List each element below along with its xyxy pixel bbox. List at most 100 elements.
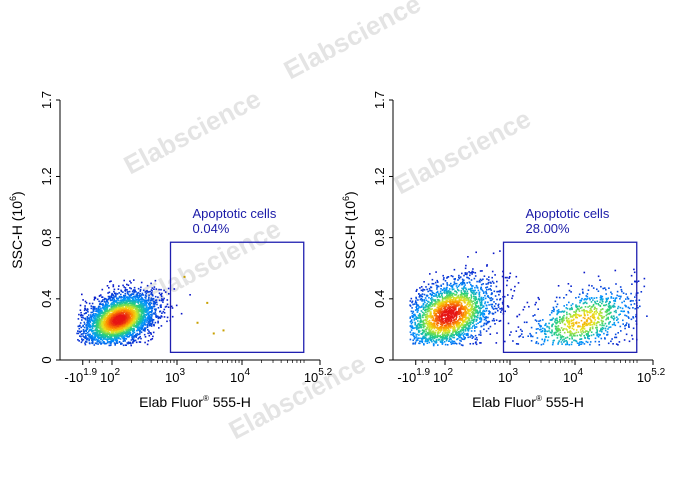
event-dot [450, 298, 452, 300]
event-dot [465, 288, 468, 291]
event-dot [485, 316, 488, 319]
event-dot [116, 337, 118, 340]
event-dot [89, 321, 92, 323]
event-dot [132, 327, 134, 330]
event-dot [82, 299, 84, 301]
event-dot [129, 300, 132, 303]
event-dot [113, 321, 115, 324]
event-dot [92, 320, 95, 323]
event-dot [103, 300, 106, 303]
event-dot [454, 297, 456, 299]
event-dot [447, 290, 449, 292]
event-dot [417, 320, 419, 322]
event-dot [142, 306, 145, 309]
event-dot [436, 304, 439, 306]
event-dot [474, 334, 477, 337]
event-dot [93, 322, 96, 324]
event-dot [129, 280, 131, 282]
event-dot [151, 299, 153, 302]
event-dot [105, 332, 107, 334]
event-dot [105, 335, 107, 337]
event-dot [108, 338, 111, 340]
event-dot [145, 306, 148, 309]
event-dot [129, 294, 132, 296]
event-dot [129, 332, 131, 335]
event-dot [116, 332, 118, 335]
event-dot [474, 307, 476, 310]
event-dot [426, 333, 428, 336]
event-dot [480, 319, 483, 321]
event-dot [459, 325, 462, 328]
event-dot [499, 250, 501, 252]
event-dot [435, 294, 437, 296]
event-dot [104, 342, 106, 345]
event-dot [480, 279, 483, 282]
event-dot [475, 305, 477, 307]
event-dot [109, 280, 111, 283]
event-dot [142, 320, 144, 322]
event-dot [448, 325, 451, 327]
event-dot [83, 332, 85, 334]
event-dot [134, 290, 136, 293]
event-dot [128, 310, 131, 312]
event-dot [115, 293, 117, 296]
event-dot [149, 322, 152, 325]
event-dot [417, 307, 420, 310]
event-dot [113, 309, 116, 312]
event-dot [133, 310, 135, 313]
event-dots [76, 275, 225, 347]
event-dot [106, 308, 108, 310]
event-dot [140, 337, 142, 340]
event-dot [455, 343, 458, 345]
event-dot [424, 314, 426, 316]
event-dot [108, 329, 110, 332]
event-dot [101, 319, 103, 321]
event-dot [432, 292, 434, 294]
event-dot [137, 302, 140, 304]
event-dot [102, 336, 105, 339]
event-dot [166, 316, 169, 319]
event-dot [469, 315, 472, 318]
event-dot [118, 331, 121, 333]
event-dot [140, 281, 143, 284]
event-dot [103, 334, 105, 336]
event-dot [430, 333, 433, 335]
event-dot [428, 333, 431, 335]
apoptotic-gate[interactable] [169, 241, 305, 354]
event-dot [412, 326, 414, 329]
event-dot [95, 313, 97, 315]
event-dot [441, 306, 443, 309]
event-dot [82, 324, 84, 327]
event-dot [423, 293, 426, 296]
event-dot [111, 302, 113, 304]
event-dot [106, 321, 108, 324]
event-dot [440, 336, 443, 339]
event-dot [472, 289, 475, 292]
event-dot [141, 292, 144, 295]
event-dot [93, 299, 96, 301]
event-dot [458, 289, 460, 292]
event-dot [420, 326, 423, 329]
event-dot [154, 309, 157, 312]
event-dot [413, 317, 416, 320]
event-dot [448, 310, 451, 313]
event-dot [431, 282, 434, 285]
event-dot [446, 294, 448, 297]
watermark-2: Elabscience [119, 83, 266, 180]
event-dot [111, 318, 113, 320]
event-dot [126, 283, 128, 286]
event-dot [121, 302, 124, 304]
event-dot [430, 323, 432, 325]
event-dot [472, 336, 475, 338]
event-dot [444, 280, 447, 282]
event-dot [93, 337, 95, 339]
event-dot [108, 297, 110, 300]
event-dot [132, 322, 134, 324]
event-dot [471, 300, 473, 303]
event-dot [491, 270, 494, 273]
event-dot [489, 333, 492, 335]
event-dot [118, 337, 120, 340]
event-dot [463, 316, 466, 318]
event-dot [138, 296, 141, 298]
event-dot [455, 320, 458, 323]
